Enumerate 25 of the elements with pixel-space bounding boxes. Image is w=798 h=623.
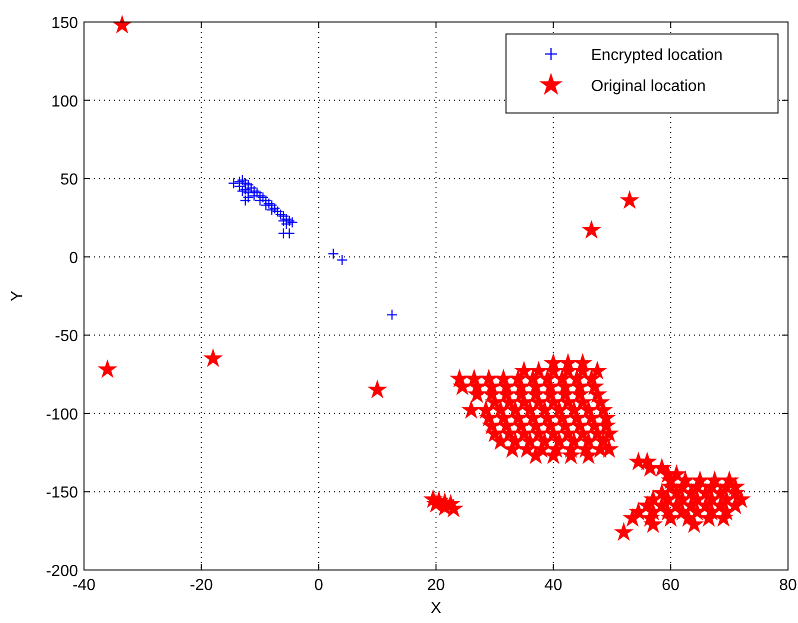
y-tick-label: 150: [51, 15, 78, 32]
y-tick-label: 50: [60, 172, 78, 189]
x-tick-label: 80: [779, 577, 797, 594]
point: [328, 248, 339, 260]
x-tick-label: 60: [662, 577, 680, 594]
point: [280, 218, 292, 230]
point: [386, 309, 398, 320]
y-axis-title: Y: [9, 290, 26, 302]
point: [284, 228, 295, 239]
point: [240, 194, 251, 206]
point: [336, 254, 348, 266]
y-tick-label: -100: [46, 406, 78, 424]
x-tick-label: 0: [314, 577, 324, 594]
y-tick-label: -150: [46, 484, 78, 502]
x-tick-label: 20: [427, 577, 445, 594]
x-axis-title: X: [430, 600, 442, 617]
x-tick-label: -20: [190, 577, 213, 594]
legend-label: Original location: [591, 78, 706, 95]
x-tick-label: 40: [544, 577, 562, 594]
y-tick-label: 100: [51, 93, 78, 110]
y-tick-label: -200: [46, 563, 78, 580]
legend-label: Encrypted location: [591, 47, 723, 64]
y-tick-label: 0: [69, 250, 78, 267]
x-tick-label: -40: [72, 577, 96, 594]
y-tick-label: -50: [54, 328, 78, 346]
